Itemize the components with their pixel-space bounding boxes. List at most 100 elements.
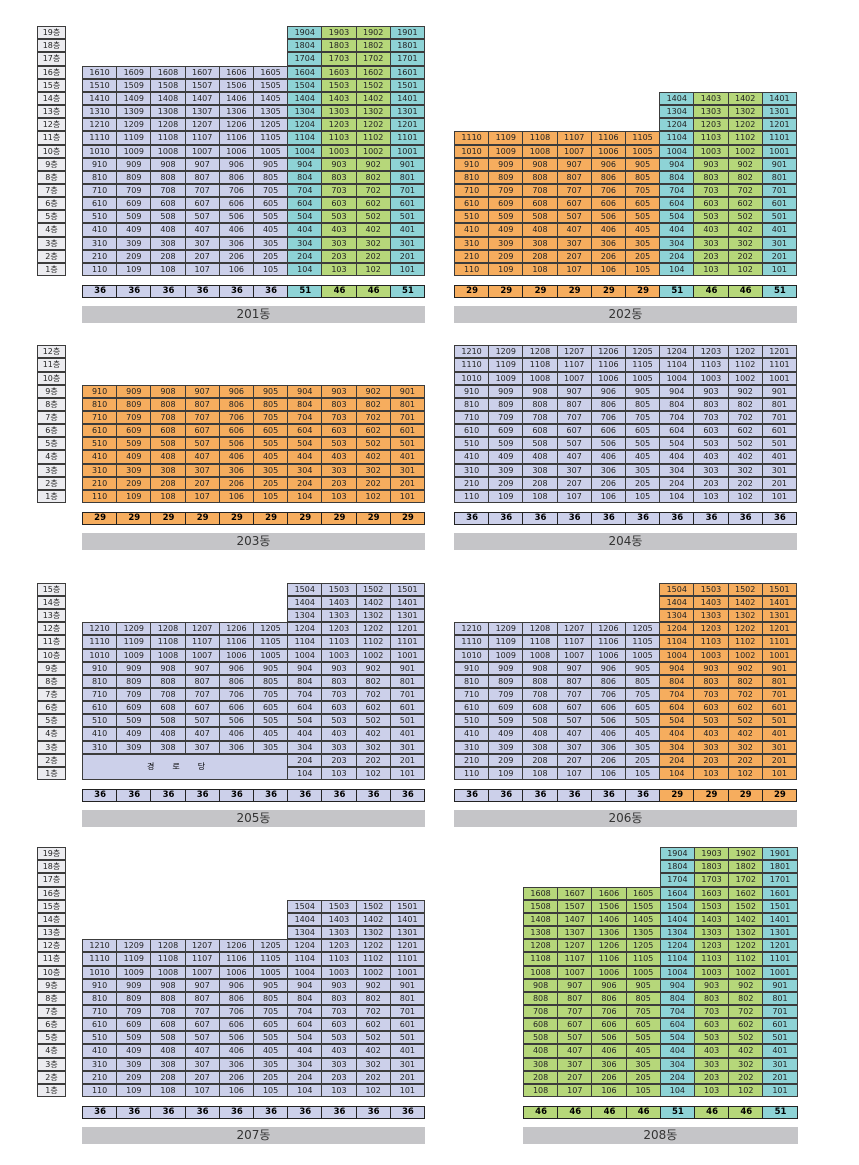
unit-cell[interactable]: 106: [218, 262, 254, 277]
unit-cell[interactable]: 1304: [659, 926, 695, 940]
unit-cell[interactable]: 1607: [557, 886, 593, 900]
unit-cell[interactable]: 506: [218, 210, 254, 224]
unit-cell[interactable]: 1009: [116, 144, 152, 158]
unit-cell[interactable]: 1005: [625, 371, 661, 385]
unit-cell[interactable]: 103: [321, 766, 357, 781]
unit-cell[interactable]: 309: [116, 1057, 152, 1071]
unit-cell[interactable]: 1205: [253, 622, 289, 636]
unit-cell[interactable]: 1007: [184, 648, 220, 662]
unit-cell[interactable]: 308: [522, 236, 558, 250]
unit-cell[interactable]: 404: [659, 727, 695, 741]
unit-cell[interactable]: 1005: [625, 965, 661, 979]
unit-cell[interactable]: 609: [488, 424, 524, 438]
unit-cell[interactable]: 1201: [389, 622, 425, 636]
unit-cell[interactable]: 705: [253, 687, 289, 702]
unit-cell[interactable]: 107: [556, 489, 592, 504]
unit-cell[interactable]: 905: [625, 157, 661, 171]
unit-cell[interactable]: 1110: [82, 952, 118, 966]
unit-cell[interactable]: 404: [659, 1044, 695, 1058]
unit-cell[interactable]: 1304: [287, 926, 323, 940]
unit-cell[interactable]: 403: [693, 223, 729, 237]
unit-cell[interactable]: 405: [253, 1044, 289, 1058]
unit-cell[interactable]: 806: [218, 991, 254, 1005]
unit-cell[interactable]: 1303: [321, 609, 357, 623]
unit-cell[interactable]: 1102: [355, 952, 391, 966]
unit-cell[interactable]: 1903: [321, 26, 357, 40]
unit-cell[interactable]: 305: [253, 463, 289, 477]
unit-cell[interactable]: 905: [625, 978, 661, 992]
unit-cell[interactable]: 1502: [355, 78, 391, 92]
unit-cell[interactable]: 104: [287, 766, 323, 781]
unit-cell[interactable]: 805: [625, 674, 661, 688]
unit-cell[interactable]: 1206: [218, 118, 254, 132]
unit-cell[interactable]: 506: [218, 1031, 254, 1045]
unit-cell[interactable]: 1209: [488, 622, 524, 636]
unit-cell[interactable]: 507: [557, 1031, 593, 1045]
unit-cell[interactable]: 807: [184, 170, 220, 184]
unit-cell[interactable]: 1404: [287, 912, 323, 927]
unit-cell[interactable]: 403: [694, 1044, 730, 1058]
unit-cell[interactable]: 202: [727, 753, 763, 767]
unit-cell[interactable]: 503: [321, 437, 357, 451]
unit-cell[interactable]: 504: [287, 1031, 323, 1045]
unit-cell[interactable]: 205: [253, 1070, 289, 1084]
unit-cell[interactable]: 1103: [693, 131, 729, 145]
unit-cell[interactable]: 410: [454, 727, 490, 741]
unit-cell[interactable]: 607: [184, 701, 220, 715]
unit-cell[interactable]: 1204: [659, 118, 695, 132]
unit-cell[interactable]: 1007: [556, 371, 592, 385]
unit-cell[interactable]: 902: [355, 661, 391, 675]
unit-cell[interactable]: 904: [659, 978, 695, 992]
unit-cell[interactable]: 503: [694, 1031, 730, 1045]
unit-cell[interactable]: 301: [389, 236, 425, 250]
unit-cell[interactable]: 605: [625, 701, 661, 715]
unit-cell[interactable]: 403: [693, 450, 729, 464]
unit-cell[interactable]: 703: [693, 410, 729, 425]
unit-cell[interactable]: 1107: [557, 952, 593, 966]
unit-cell[interactable]: 104: [659, 489, 695, 504]
unit-cell[interactable]: 507: [556, 714, 592, 728]
unit-cell[interactable]: 905: [625, 661, 661, 675]
unit-cell[interactable]: 803: [693, 674, 729, 688]
unit-cell[interactable]: 407: [184, 1044, 220, 1058]
unit-cell[interactable]: 703: [694, 1004, 730, 1019]
unit-cell[interactable]: 1201: [761, 345, 797, 359]
unit-cell[interactable]: 1301: [762, 926, 798, 940]
unit-cell[interactable]: 507: [556, 210, 592, 224]
unit-cell[interactable]: 910: [82, 661, 118, 675]
unit-cell[interactable]: 810: [454, 170, 490, 184]
unit-cell[interactable]: 802: [355, 991, 391, 1005]
unit-cell[interactable]: 703: [321, 687, 357, 702]
unit-cell[interactable]: 204: [659, 249, 695, 263]
unit-cell[interactable]: 505: [625, 210, 661, 224]
unit-cell[interactable]: 208: [523, 1070, 559, 1084]
unit-cell[interactable]: 1501: [389, 78, 425, 92]
unit-cell[interactable]: 810: [82, 397, 118, 411]
unit-cell[interactable]: 402: [727, 223, 763, 237]
unit-cell[interactable]: 1502: [355, 899, 391, 913]
unit-cell[interactable]: 703: [693, 183, 729, 198]
unit-cell[interactable]: 709: [488, 410, 524, 425]
unit-cell[interactable]: 102: [355, 1083, 391, 1098]
unit-cell[interactable]: 1107: [556, 635, 592, 649]
unit-cell[interactable]: 203: [321, 1070, 357, 1084]
unit-cell[interactable]: 907: [556, 157, 592, 171]
unit-cell[interactable]: 610: [454, 197, 490, 211]
unit-cell[interactable]: 1701: [389, 52, 425, 66]
unit-cell[interactable]: 1101: [762, 952, 798, 966]
unit-cell[interactable]: 210: [454, 476, 490, 490]
unit-cell[interactable]: 906: [218, 978, 254, 992]
unit-cell[interactable]: 301: [761, 740, 797, 754]
unit-cell[interactable]: 1001: [761, 371, 797, 385]
unit-cell[interactable]: 103: [321, 262, 357, 277]
unit-cell[interactable]: 402: [728, 1044, 764, 1058]
unit-cell[interactable]: 1103: [693, 358, 729, 372]
unit-cell[interactable]: 1501: [389, 582, 425, 596]
unit-cell[interactable]: 1606: [218, 65, 254, 79]
unit-cell[interactable]: 807: [556, 397, 592, 411]
unit-cell[interactable]: 809: [488, 674, 524, 688]
unit-cell[interactable]: 1501: [389, 899, 425, 913]
unit-cell[interactable]: 709: [488, 687, 524, 702]
unit-cell[interactable]: 605: [625, 424, 661, 438]
unit-cell[interactable]: 302: [727, 463, 763, 477]
